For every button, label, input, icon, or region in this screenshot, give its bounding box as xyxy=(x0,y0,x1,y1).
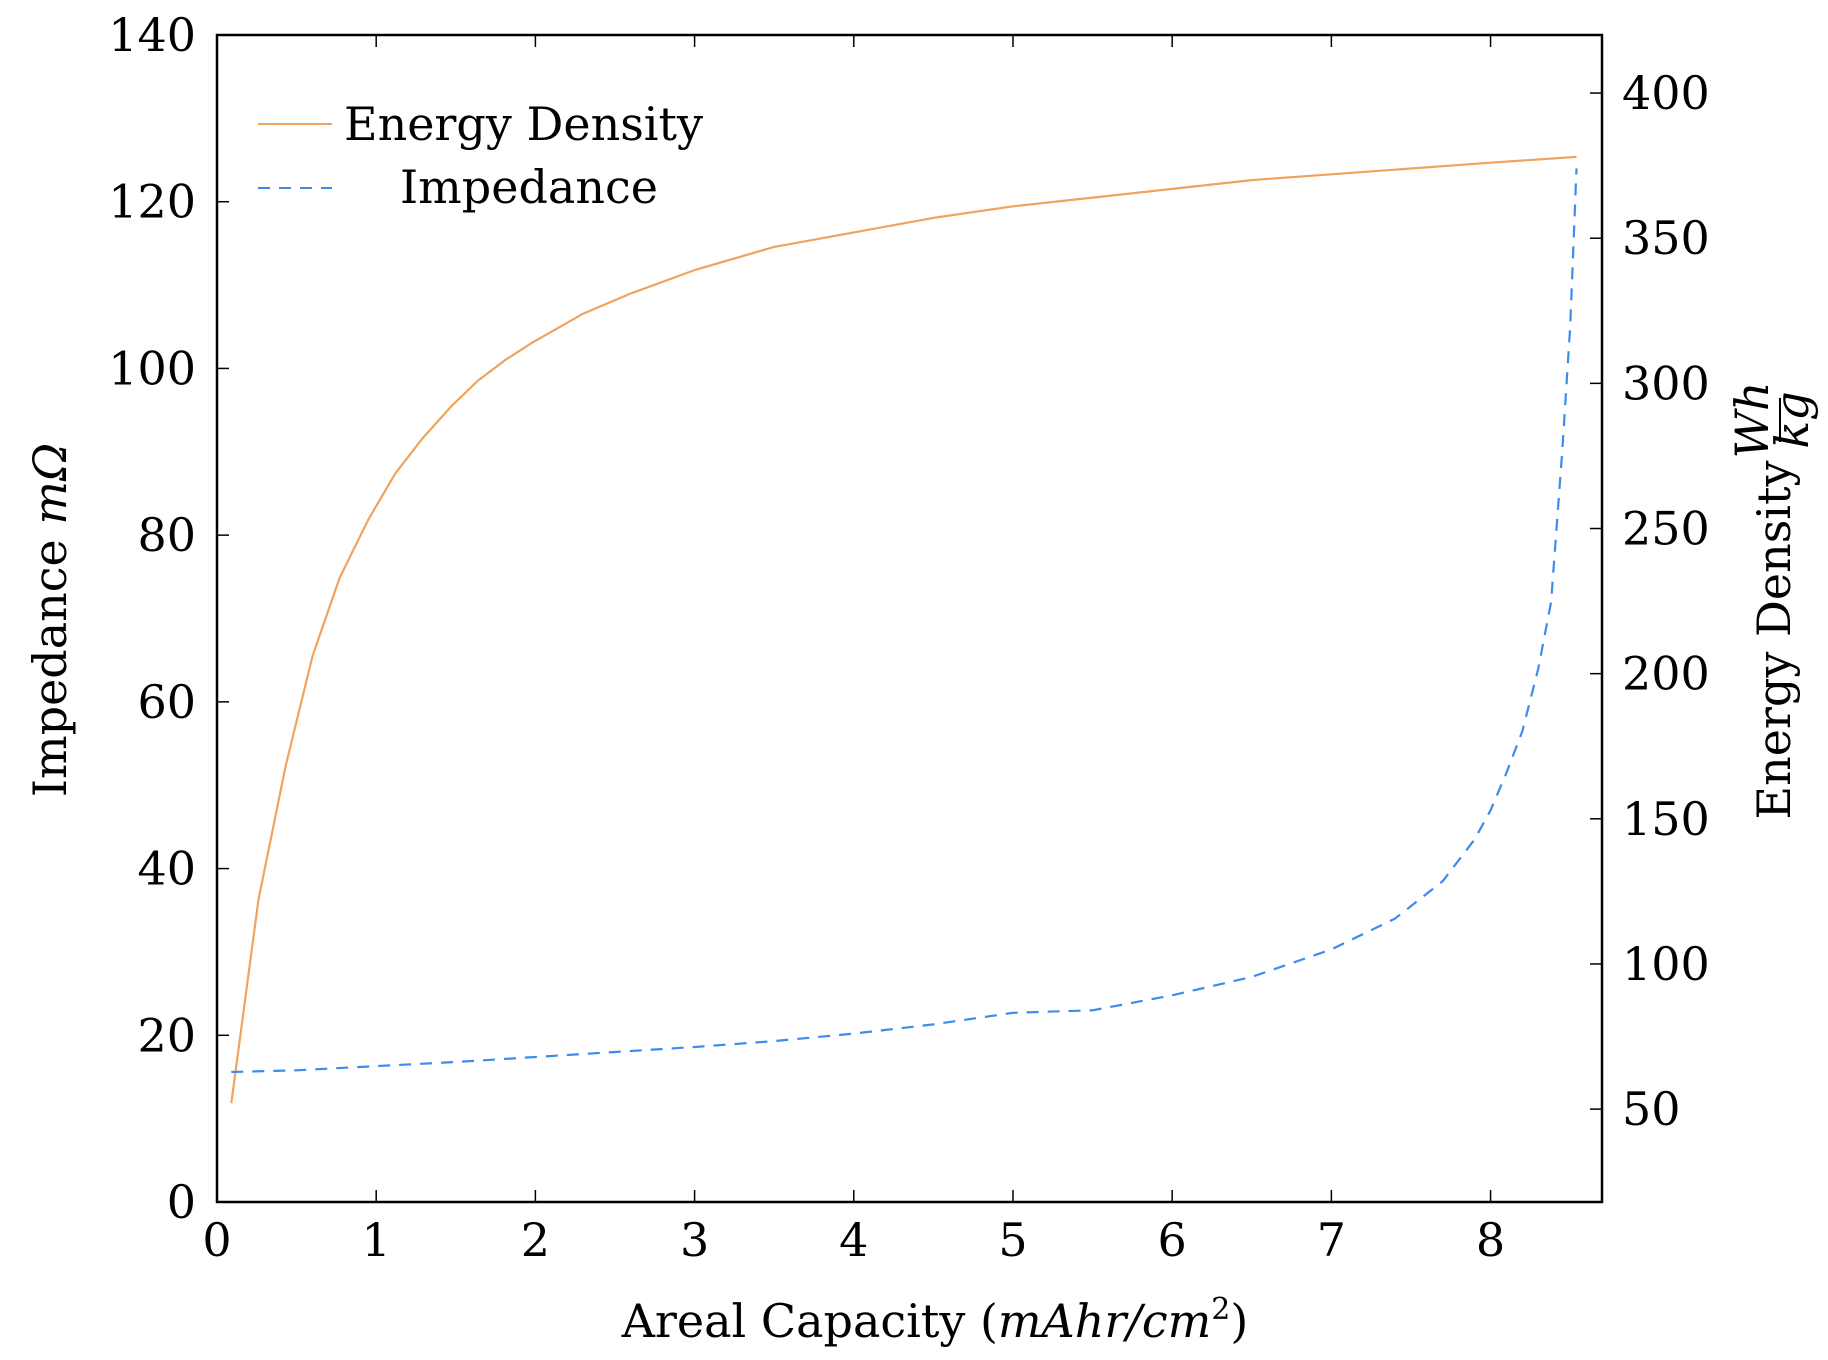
y-right-axis-title-numerator: Wh xyxy=(1725,382,1779,459)
y-right-tick-label: 150 xyxy=(1622,792,1710,846)
y-right-axis-title-text: Energy Density xyxy=(1747,460,1801,819)
y-left-tick-label: 100 xyxy=(108,341,196,395)
x-tick-label: 8 xyxy=(1476,1213,1505,1267)
legend-label-impedance: Impedance xyxy=(400,160,658,214)
y-right-tick-label: 100 xyxy=(1622,937,1710,991)
y-left-tick-label: 140 xyxy=(108,8,196,62)
x-tick-label: 3 xyxy=(680,1213,709,1267)
ticks: 0 1 2 3 4 5 6 7 80204060801001201405010015020025… xyxy=(108,8,1710,1267)
x-tick-label: 1 xyxy=(362,1213,391,1267)
y-right-axis-title-denominator: kg xyxy=(1765,391,1819,448)
x-tick-label: 7 xyxy=(1317,1213,1346,1267)
y-right-tick-label: 350 xyxy=(1622,211,1710,265)
series-line-impedance xyxy=(231,168,1578,1074)
y-left-axis-title: Impedance mΩ xyxy=(23,443,77,797)
x-tick-label: 0 xyxy=(202,1213,231,1267)
x-tick-label: 6 xyxy=(1158,1213,1187,1267)
x-axis-title-prefix: Areal Capacity ( xyxy=(621,1294,998,1348)
y-left-tick-label: 40 xyxy=(137,842,196,896)
x-tick-label: 2 xyxy=(521,1213,550,1267)
series-line-energy-density xyxy=(230,155,1577,1104)
x-tick-label: 5 xyxy=(998,1213,1027,1267)
y-left-tick-label: 60 xyxy=(137,675,196,729)
y-right-axis-title: Energy Density Wh kg xyxy=(1725,382,1819,820)
x-axis-title-var: mAhr/cm xyxy=(998,1294,1211,1348)
x-axis-title: Areal Capacity (mAhr/cm2) xyxy=(621,1292,1249,1348)
y-right-tick-label: 300 xyxy=(1622,356,1710,410)
series-layer xyxy=(230,155,1578,1104)
y-left-tick-label: 80 xyxy=(137,508,196,562)
y-left-tick-label: 0 xyxy=(167,1175,196,1229)
legend: Energy Density Impedance xyxy=(258,97,703,214)
x-axis-title-suffix: ) xyxy=(1230,1294,1248,1348)
y-right-tick-label: 50 xyxy=(1622,1082,1681,1136)
plot-frame xyxy=(215,33,1604,1204)
y-right-tick-label: 200 xyxy=(1622,647,1710,701)
y-right-tick-label: 250 xyxy=(1622,502,1710,556)
y-left-axis-title-text: Impedance xyxy=(23,525,77,798)
y-left-tick-label: 120 xyxy=(108,175,196,229)
legend-label-energy-density: Energy Density xyxy=(344,97,703,151)
y-left-tick-label: 20 xyxy=(137,1008,196,1062)
x-tick-label: 4 xyxy=(839,1213,868,1267)
y-right-tick-label: 400 xyxy=(1622,66,1710,120)
x-axis-title-sup: 2 xyxy=(1211,1292,1230,1327)
y-left-axis-title-var: mΩ xyxy=(23,443,77,525)
